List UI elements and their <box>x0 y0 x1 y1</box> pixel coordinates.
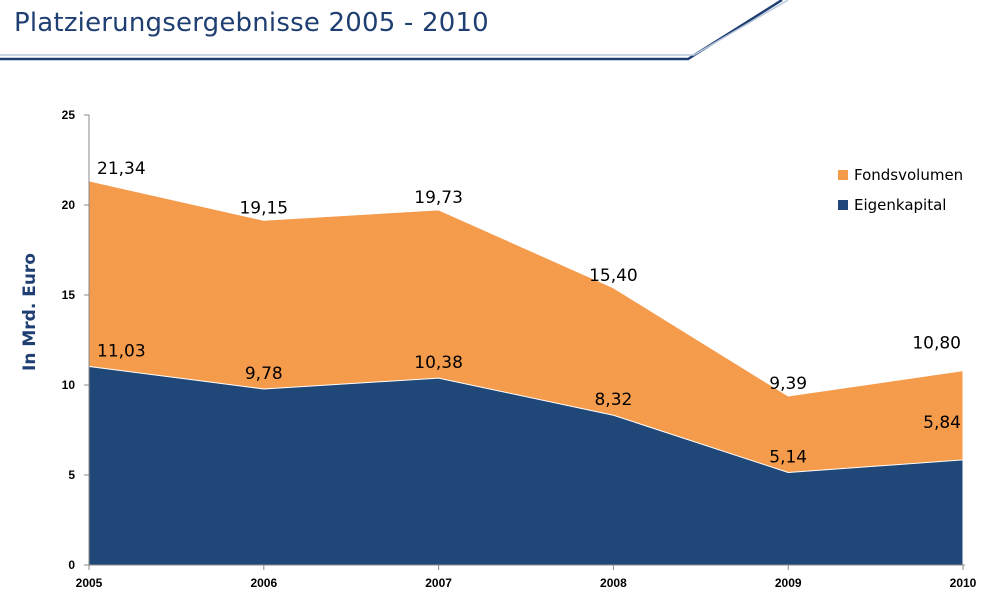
legend-swatch-eigenkapital <box>838 200 848 210</box>
x-tick-label: 2007 <box>425 576 452 590</box>
x-tick-label: 2005 <box>76 576 103 590</box>
x-tick-label: 2008 <box>600 576 627 590</box>
data-label: 9,78 <box>245 364 283 384</box>
x-tick-label: 2009 <box>775 576 802 590</box>
data-label: 19,73 <box>414 188 463 208</box>
data-label: 5,84 <box>923 413 961 433</box>
y-tick-label: 5 <box>68 468 75 482</box>
data-label: 15,40 <box>589 266 638 286</box>
legend-label-fondsvolumen: Fondsvolumen <box>854 166 963 184</box>
legend-label-eigenkapital: Eigenkapital <box>854 196 946 214</box>
data-label: 21,34 <box>97 159 146 179</box>
data-label: 11,03 <box>97 341 146 361</box>
y-tick-label: 0 <box>68 558 75 572</box>
y-tick-label: 25 <box>62 108 76 122</box>
y-axis-label: In Mrd. Euro <box>20 253 40 371</box>
header-rule <box>0 0 789 61</box>
data-label: 19,15 <box>239 198 288 218</box>
y-tick-label: 20 <box>62 198 76 212</box>
x-tick-label: 2006 <box>250 576 277 590</box>
y-tick-label: 15 <box>62 288 76 302</box>
page-title: Platzierungsergebnisse 2005 - 2010 <box>14 8 489 38</box>
x-tick-label: 2010 <box>950 576 977 590</box>
data-label: 10,38 <box>414 353 463 373</box>
data-label: 10,80 <box>912 334 961 354</box>
area-eigenkapital <box>88 365 964 566</box>
y-tick-label: 10 <box>62 378 76 392</box>
data-label: 8,32 <box>594 390 632 410</box>
data-label: 5,14 <box>769 447 807 467</box>
data-label: 9,39 <box>769 374 807 394</box>
legend-swatch-fondsvolumen <box>838 170 848 180</box>
